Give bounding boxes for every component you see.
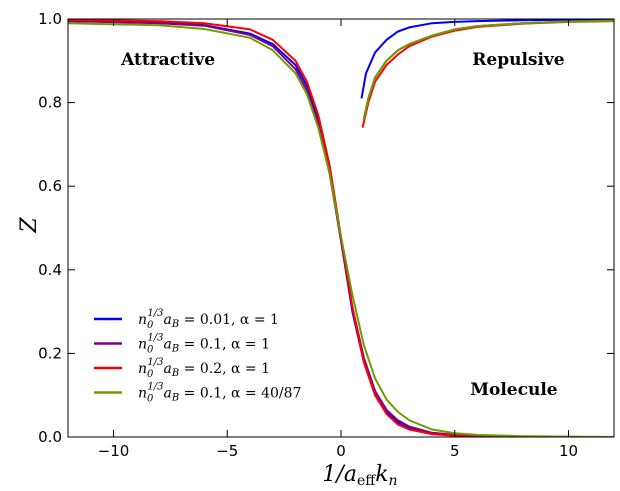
annotation-attractive: Attractive xyxy=(120,50,215,70)
x-tick-label: 0 xyxy=(336,442,346,460)
annotation-repulsive: Repulsive xyxy=(472,50,565,70)
series-1-repulsive-line xyxy=(360,19,614,99)
legend-entry-1: n01/3aB = 0.01, α = 1 xyxy=(138,308,279,331)
series-4-molecule-line xyxy=(68,22,614,437)
legend-entry-4: n01/3aB = 0.1, α = 40/87 xyxy=(138,382,301,405)
x-axis-label-main: 1/a xyxy=(322,462,357,487)
series-curves xyxy=(68,19,614,437)
annotation-molecule: Molecule xyxy=(470,380,558,400)
series-4-repulsive-line xyxy=(362,19,614,120)
y-tick-label: 0.0 xyxy=(38,428,62,446)
series-3-repulsive-line xyxy=(361,20,614,128)
x-tick-label: 10 xyxy=(559,442,578,460)
y-tick-label: 0.6 xyxy=(38,177,62,195)
region-annotations: Attractive Repulsive Molecule xyxy=(120,50,565,400)
x-axis-label-tail: k xyxy=(375,462,388,487)
x-tick-label: −10 xyxy=(98,442,130,460)
y-tick-label: 0.2 xyxy=(38,344,62,362)
y-tick-label: 0.4 xyxy=(38,261,62,279)
x-axis-label-sub: eff xyxy=(357,473,376,489)
y-tick-label: 1.0 xyxy=(38,10,62,28)
axis-ticks: −10 −5 0 5 10 0.0 0.2 0.4 0.6 0.8 1.0 xyxy=(38,10,614,460)
x-tick-label: 5 xyxy=(450,442,460,460)
x-tick-label: −5 xyxy=(216,442,238,460)
y-tick-label: 0.8 xyxy=(38,94,62,112)
x-axis-label: 1/aeffkn xyxy=(322,462,397,489)
y-axis-label: Z xyxy=(17,217,42,234)
series-3-molecule-line xyxy=(68,19,614,437)
legend-entry-3: n01/3aB = 0.2, α = 1 xyxy=(138,357,270,380)
legend-entry-2: n01/3aB = 0.1, α = 1 xyxy=(138,333,270,356)
series-2-repulsive-line xyxy=(362,19,614,120)
x-axis-label-tail-sub: n xyxy=(389,473,398,489)
